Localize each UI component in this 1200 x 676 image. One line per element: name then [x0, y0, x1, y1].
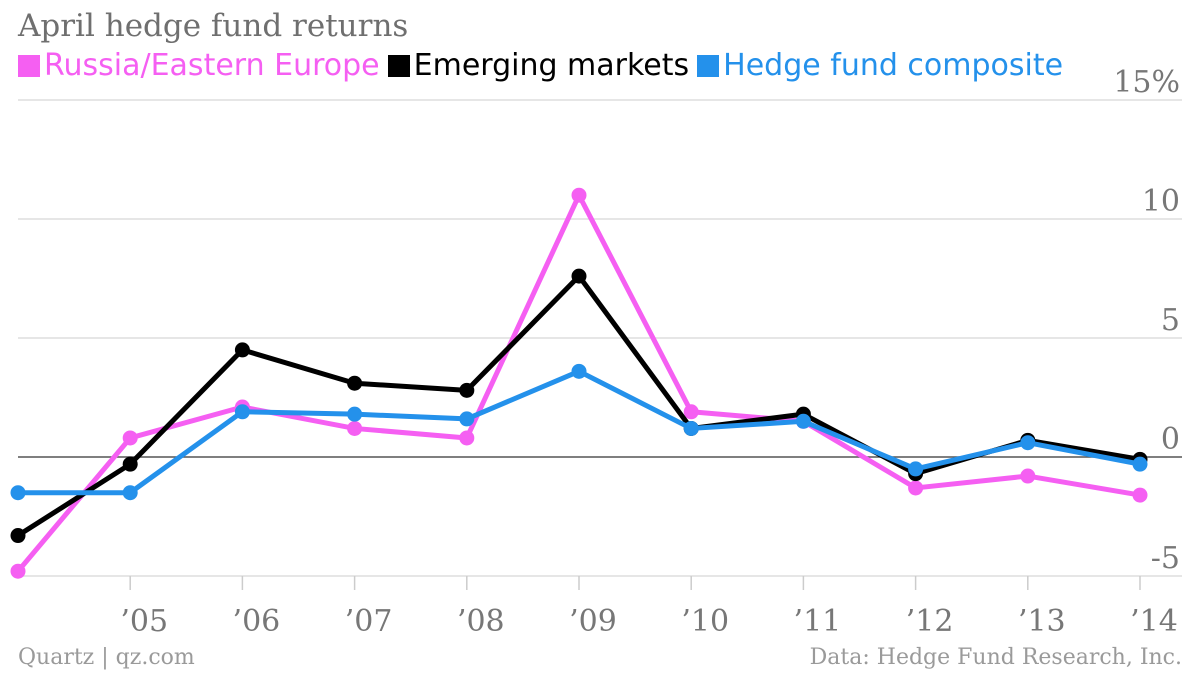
x-tick-label: ’09 [569, 604, 617, 639]
x-tick-label: ’13 [1018, 604, 1066, 639]
x-tick-label: ’10 [681, 604, 729, 639]
y-tick-label: 0 [1161, 422, 1180, 457]
chart-title: April hedge fund returns [18, 8, 409, 44]
data-point [683, 404, 699, 420]
x-tick-label: ’12 [906, 604, 954, 639]
data-point [1132, 487, 1148, 503]
data-point [234, 404, 250, 420]
legend-item-emerging: Emerging markets [387, 48, 690, 83]
data-point [908, 461, 924, 477]
grid-lines [18, 99, 1182, 577]
legend-item-composite: Hedge fund composite [697, 48, 1063, 83]
data-point [122, 456, 138, 472]
data-point [234, 342, 250, 358]
legend-label-emerging: Emerging markets [413, 48, 690, 83]
legend-swatch-composite [697, 54, 720, 77]
data-point [10, 563, 26, 579]
data-point [1020, 435, 1036, 451]
footer-source-right: Data: Hedge Fund Research, Inc. [809, 645, 1182, 670]
x-tick-label: ’14 [1130, 604, 1178, 639]
legend: Russia/Eastern Europe Emerging markets H… [18, 48, 1071, 83]
data-point [571, 187, 587, 203]
x-tick-label: ’05 [120, 604, 168, 639]
series-layer [10, 187, 1148, 579]
legend-item-russia: Russia/Eastern Europe [18, 48, 380, 83]
data-point [122, 485, 138, 501]
legend-label-composite: Hedge fund composite [723, 48, 1064, 83]
x-tick-label: ’07 [345, 604, 393, 639]
data-point [347, 375, 363, 391]
data-point [1132, 456, 1148, 472]
data-point [683, 420, 699, 436]
x-axis: ’05 ’06 ’07 ’08 ’09 ’10 ’11 ’12 ’13 ’14 [120, 576, 1178, 639]
data-point [571, 363, 587, 379]
data-point [10, 485, 26, 501]
data-point [122, 430, 138, 446]
data-point [459, 430, 475, 446]
y-tick-label: 15% [1113, 65, 1180, 100]
data-point [1020, 468, 1036, 484]
data-point [908, 480, 924, 496]
footer-source-left: Quartz | qz.com [18, 645, 195, 670]
data-point [10, 528, 26, 544]
y-tick-label: 5 [1161, 303, 1180, 338]
x-tick-label: ’08 [457, 604, 505, 639]
x-tick-label: ’06 [233, 604, 281, 639]
data-point [347, 406, 363, 422]
series-line-0 [15, 192, 1143, 574]
y-tick-label: 10 [1142, 184, 1180, 219]
data-point [459, 382, 475, 398]
y-tick-label: -5 [1151, 541, 1180, 576]
legend-swatch-emerging [387, 54, 410, 77]
data-point [347, 420, 363, 436]
legend-label-russia: Russia/Eastern Europe [44, 48, 380, 83]
data-point [795, 413, 811, 429]
legend-swatch-russia [18, 54, 40, 77]
series-line-1 [15, 273, 1143, 539]
x-tick-label: ’11 [794, 604, 842, 639]
y-axis: -5 0 5 10 15% [1113, 65, 1180, 576]
series-line-2 [15, 368, 1143, 496]
data-point [459, 411, 475, 427]
data-point [571, 268, 587, 284]
